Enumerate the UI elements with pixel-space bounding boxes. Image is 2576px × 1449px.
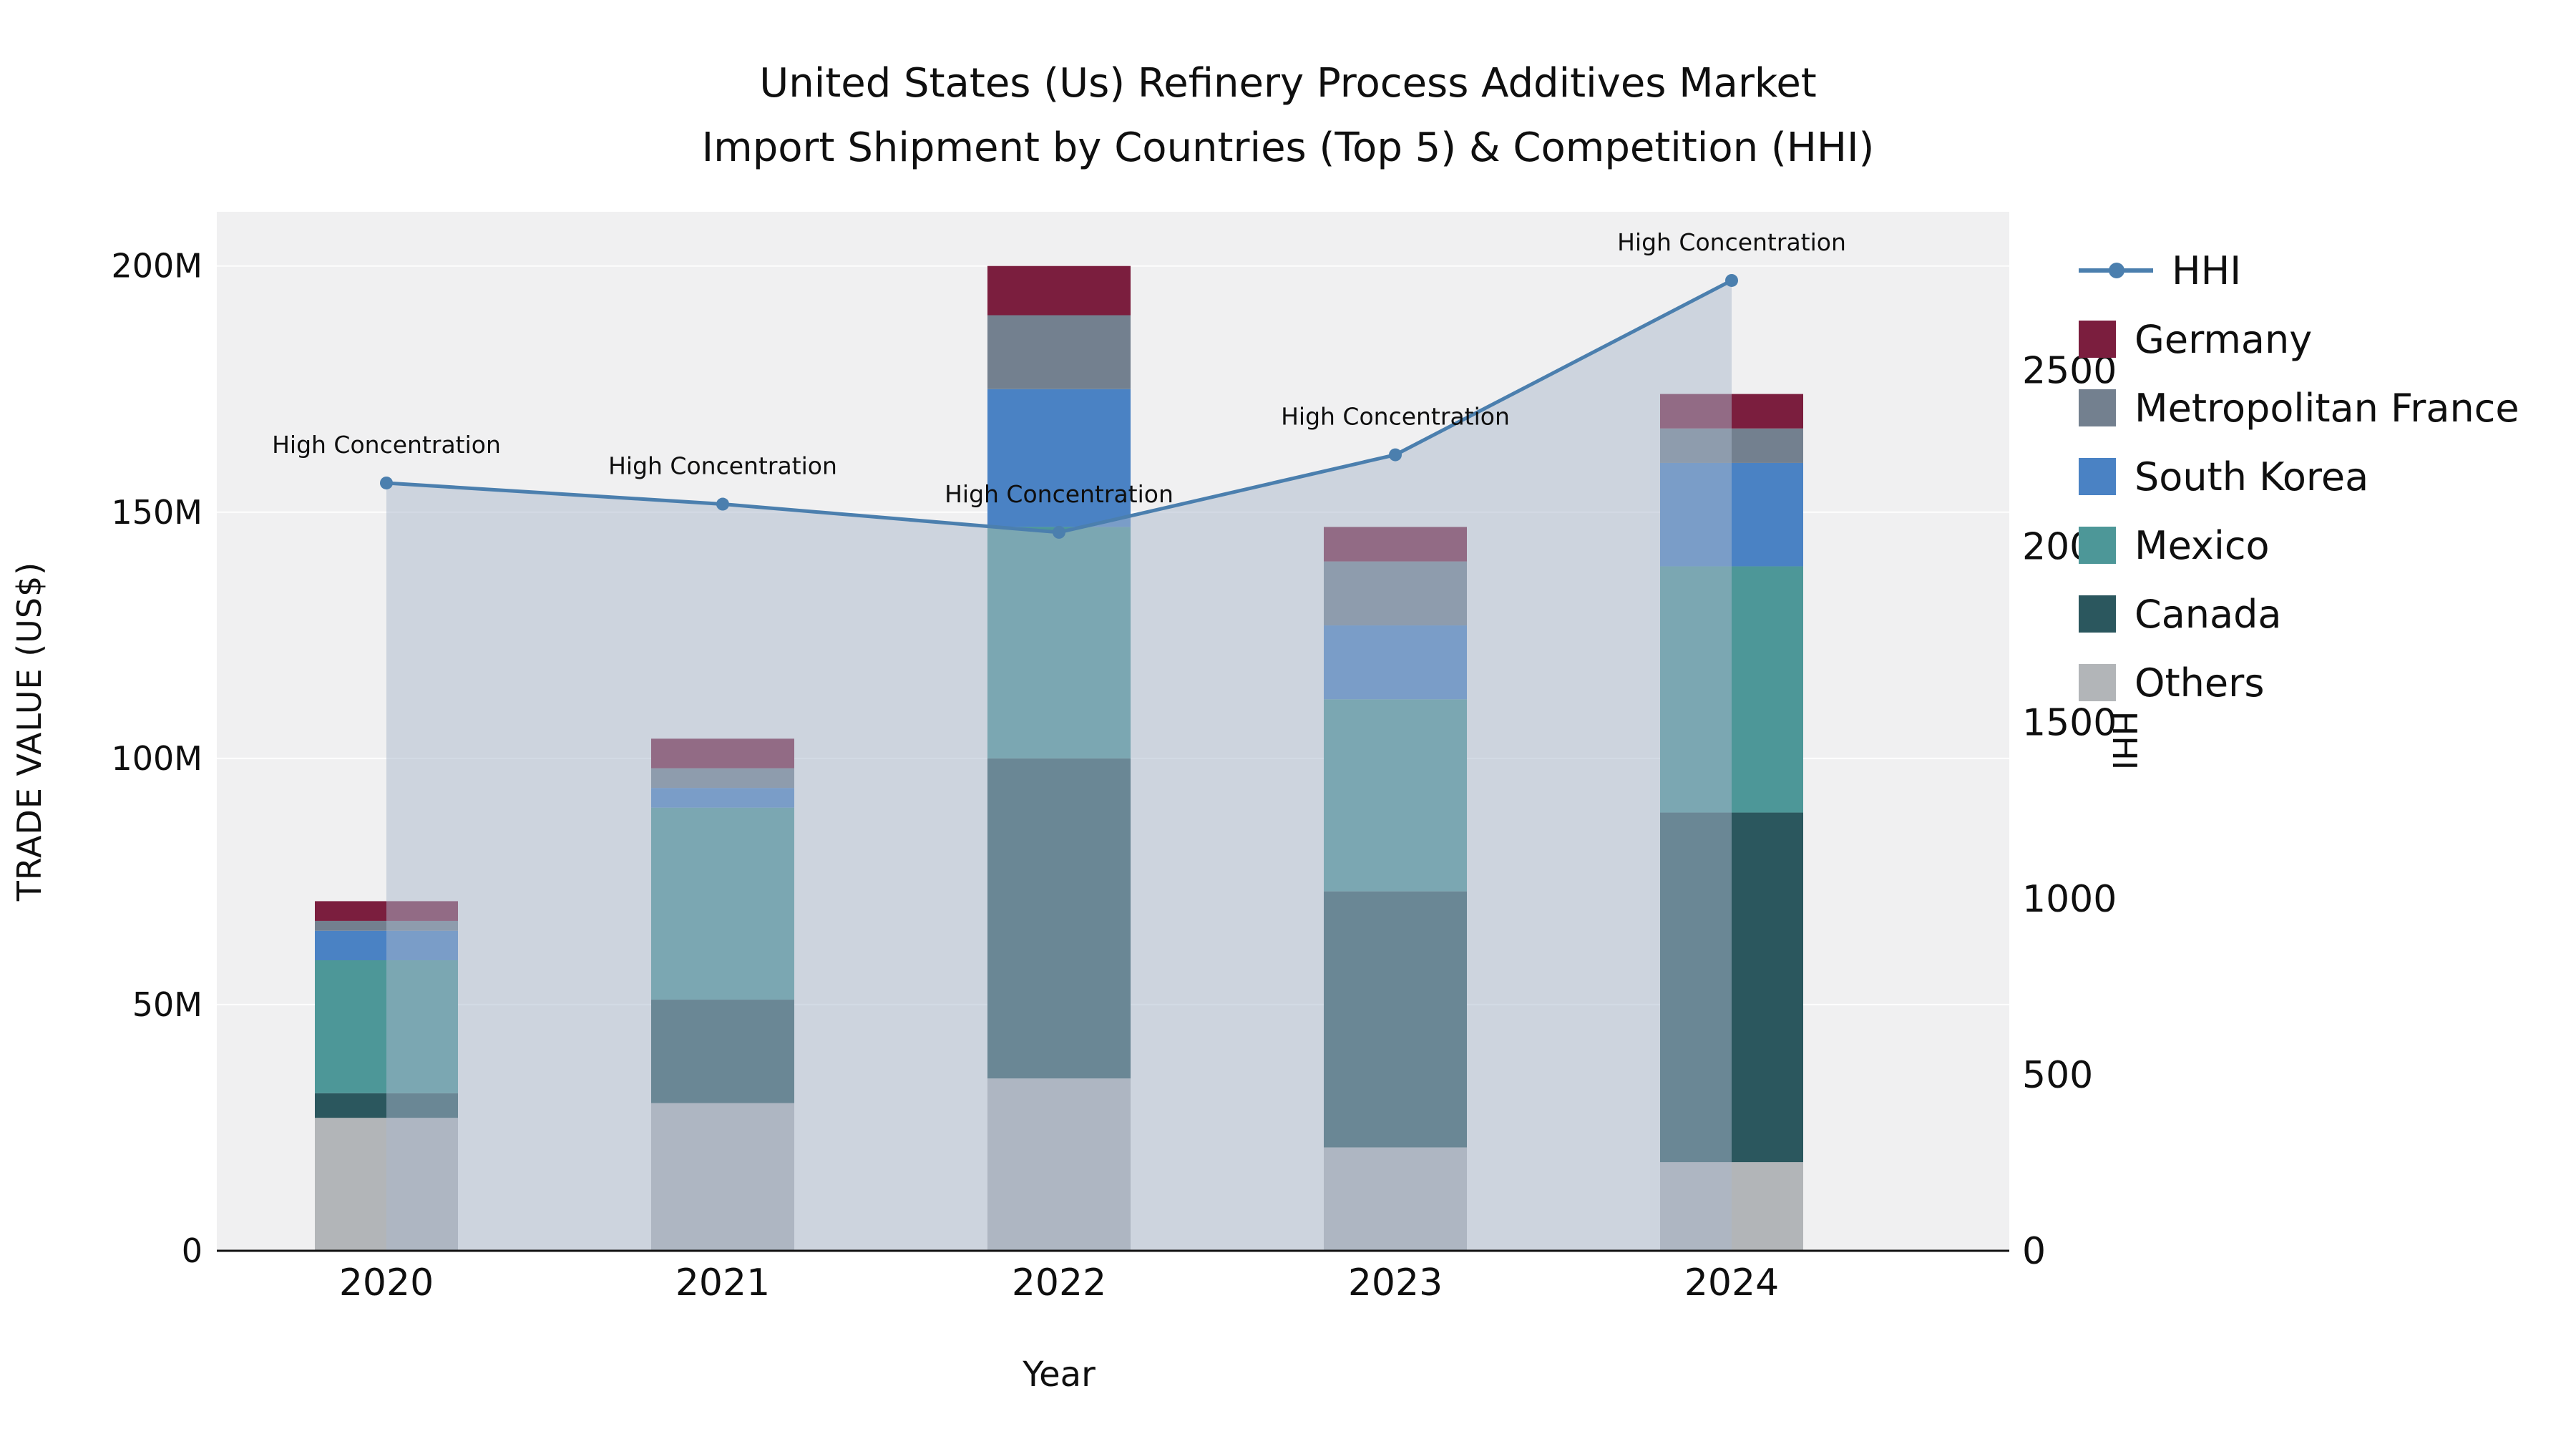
hhi-marker-2022 [1053, 525, 1065, 539]
legend-item-metropolitan-france: Metropolitan France [2079, 374, 2519, 442]
y-right-tick-500: 500 [2022, 1054, 2093, 1097]
x-tick-2023: 2023 [1348, 1262, 1443, 1304]
canada-legend-swatch [2079, 595, 2116, 633]
legend-item-canada: Canada [2079, 580, 2519, 648]
annotation-2022: High Concentration [945, 480, 1174, 508]
hhi-area-fill [386, 280, 1732, 1251]
y-left-tick-200M: 200M [112, 247, 203, 286]
south-korea-legend-swatch [2079, 458, 2116, 495]
y-left-tick-100M: 100M [112, 739, 203, 778]
legend-label-mexico: Mexico [2135, 522, 2270, 568]
y-axis-right-title: HHI [2105, 711, 2144, 771]
germany-legend-swatch [2079, 321, 2116, 358]
y-left-tick-0: 0 [182, 1231, 203, 1270]
legend: HHI Germany Metropolitan France South Korea… [2079, 236, 2519, 717]
hhi-marker-2023 [1389, 448, 1402, 462]
mexico-legend-swatch [2079, 527, 2116, 564]
bar-segment-2022-germany [987, 265, 1131, 316]
y-right-tick-1000: 1000 [2022, 878, 2117, 921]
hhi-marker-2020 [380, 476, 393, 489]
annotation-2020: High Concentration [272, 431, 501, 459]
chart-title: United States (Us) Refinery Process Addi… [0, 52, 2576, 180]
others-legend-swatch [2079, 664, 2116, 701]
annotation-2021: High Concentration [608, 452, 837, 480]
legend-label-germany: Germany [2135, 316, 2313, 362]
x-tick-2022: 2022 [1012, 1262, 1106, 1304]
annotation-2023: High Concentration [1281, 403, 1510, 431]
x-tick-2020: 2020 [339, 1262, 434, 1304]
x-tick-2024: 2024 [1684, 1262, 1779, 1304]
legend-label-others: Others [2135, 660, 2265, 706]
x-axis-title: Year [1023, 1355, 1096, 1395]
legend-label-hhi: HHI [2172, 248, 2242, 293]
bar-segment-2022-metropolitan-france [987, 315, 1131, 389]
hhi-legend-dot-icon [2109, 263, 2124, 278]
chart-title-line1: United States (Us) Refinery Process Addi… [759, 60, 1817, 107]
legend-item-south-korea: South Korea [2079, 442, 2519, 511]
chart-title-line2: Import Shipment by Countries (Top 5) & C… [701, 125, 1875, 171]
hhi-marker-2021 [716, 497, 729, 511]
legend-item-mexico: Mexico [2079, 511, 2519, 580]
legend-label-canada: Canada [2135, 591, 2282, 637]
y-left-tick-50M: 50M [132, 985, 203, 1024]
metropolitan-france-legend-swatch [2079, 389, 2116, 426]
bar-segment-2022-south-korea [987, 389, 1131, 527]
hhi-legend-line-marker [2079, 263, 2153, 278]
x-tick-2021: 2021 [675, 1262, 770, 1304]
legend-item-others: Others [2079, 648, 2519, 717]
y-left-tick-150M: 150M [112, 493, 203, 532]
hhi-marker-2024 [1725, 273, 1738, 287]
y-right-tick-1500: 1500 [2022, 702, 2117, 745]
legend-item-hhi: HHI [2079, 236, 2519, 305]
y-right-tick-0: 0 [2022, 1230, 2046, 1273]
legend-label-metropolitan-france: Metropolitan France [2135, 385, 2519, 431]
legend-item-germany: Germany [2079, 305, 2519, 374]
legend-label-south-korea: South Korea [2135, 454, 2369, 499]
annotation-2024: High Concentration [1617, 228, 1846, 256]
